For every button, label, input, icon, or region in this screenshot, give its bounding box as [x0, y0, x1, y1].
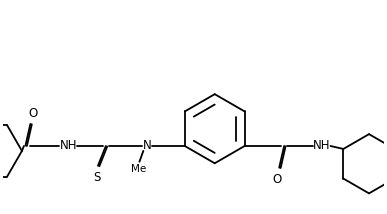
Text: NH: NH [313, 140, 330, 153]
Text: N: N [143, 140, 152, 153]
Text: Me: Me [131, 164, 146, 174]
Text: NH: NH [60, 140, 77, 153]
Text: O: O [28, 107, 38, 120]
Text: O: O [272, 173, 282, 186]
Text: S: S [93, 171, 101, 184]
